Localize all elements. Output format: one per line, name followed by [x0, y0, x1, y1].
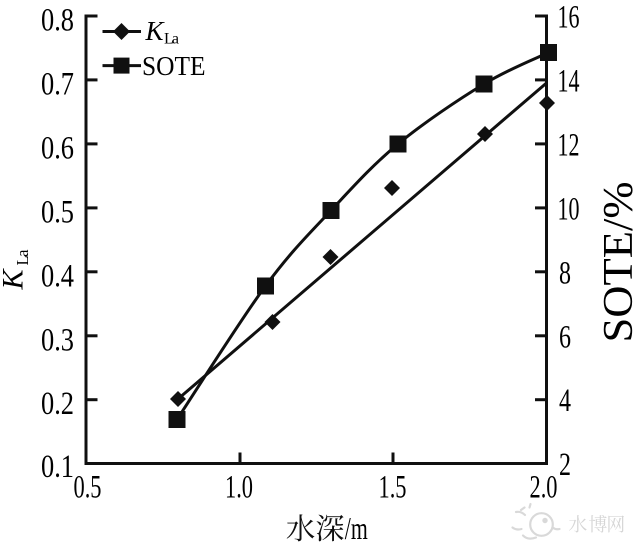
svg-text:12: 12	[558, 127, 580, 163]
svg-text:0.6: 0.6	[41, 130, 74, 166]
svg-text:La: La	[13, 249, 32, 266]
svg-text:0.8: 0.8	[41, 3, 74, 39]
svg-text:SOTE/%: SOTE/%	[596, 182, 640, 343]
svg-text:0.2: 0.2	[41, 386, 74, 422]
svg-text:2.0: 2.0	[530, 470, 558, 506]
svg-text:La: La	[164, 31, 179, 48]
svg-text:K: K	[0, 268, 30, 291]
svg-text:0.1: 0.1	[41, 449, 74, 485]
svg-text:K: K	[145, 16, 166, 46]
svg-text:4: 4	[559, 383, 571, 419]
svg-text:8: 8	[559, 255, 571, 291]
svg-text:1.5: 1.5	[379, 470, 407, 506]
svg-text:0.5: 0.5	[41, 194, 74, 230]
svg-text:1.0: 1.0	[225, 470, 253, 506]
svg-text:10: 10	[558, 191, 580, 227]
svg-text:SOTE: SOTE	[142, 51, 206, 81]
svg-text:16: 16	[558, 0, 580, 36]
svg-text:6: 6	[559, 319, 571, 355]
svg-text:2: 2	[559, 447, 571, 483]
svg-text:0.3: 0.3	[41, 322, 74, 358]
svg-text:14: 14	[558, 63, 580, 99]
svg-text:0.7: 0.7	[41, 66, 74, 102]
svg-text:0.4: 0.4	[41, 258, 74, 294]
svg-text:0.5: 0.5	[74, 470, 102, 506]
svg-text:/m: /m	[345, 510, 368, 546]
